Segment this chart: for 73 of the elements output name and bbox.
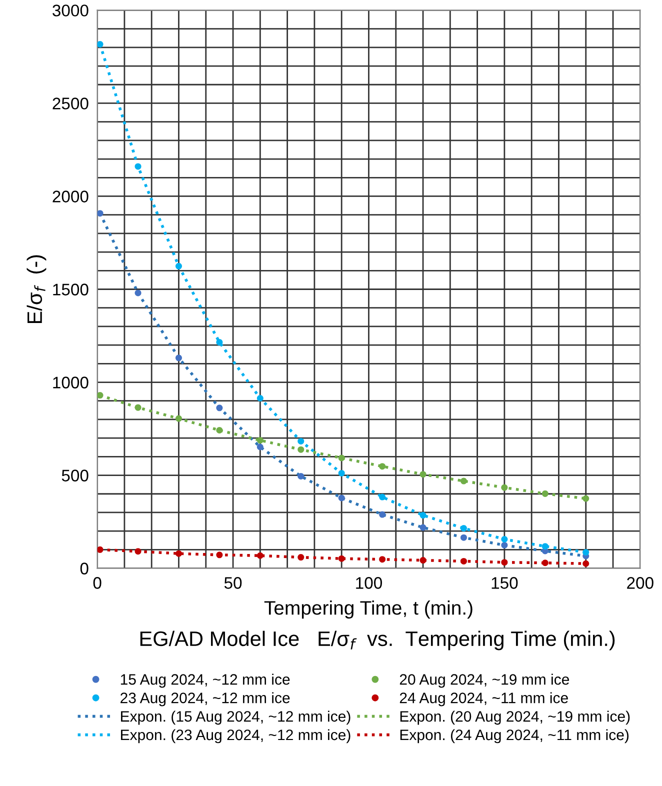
point bbox=[501, 542, 508, 548]
point bbox=[460, 478, 467, 484]
y-tick-label: 500 bbox=[62, 470, 88, 482]
legend-label: 20 Aug 2024, ~19 mm ice bbox=[400, 674, 570, 688]
point bbox=[420, 524, 426, 531]
point bbox=[338, 470, 345, 476]
point bbox=[420, 557, 426, 564]
point bbox=[460, 525, 467, 532]
x-axis-title: Tempering Time, t (min.) bbox=[264, 600, 472, 619]
point bbox=[298, 438, 304, 444]
x-tick-label: 200 bbox=[627, 577, 654, 589]
point bbox=[97, 210, 104, 217]
x-tick-label: 100 bbox=[356, 577, 382, 589]
point bbox=[216, 339, 223, 346]
point bbox=[379, 463, 386, 470]
point bbox=[175, 262, 182, 270]
point bbox=[298, 472, 304, 480]
legend-label: Expon. (23 Aug 2024, ~12 mm ice) bbox=[121, 729, 350, 744]
legend-label: 23 Aug 2024, ~12 mm ice bbox=[120, 692, 290, 706]
point bbox=[379, 511, 386, 518]
point bbox=[501, 484, 508, 491]
y-tick-label: 2500 bbox=[52, 98, 88, 110]
point bbox=[420, 512, 426, 519]
point bbox=[460, 534, 467, 541]
point bbox=[97, 392, 104, 399]
text: EG/AD Model Ice E/σ$_{f}$ vs. Tempering Time (min.) bbox=[140, 630, 615, 650]
point bbox=[338, 454, 345, 462]
point bbox=[379, 494, 386, 500]
point bbox=[298, 554, 304, 561]
point bbox=[582, 495, 590, 502]
legend-label: Expon. (24 Aug 2024, ~11 mm ice) bbox=[400, 729, 629, 744]
point bbox=[542, 560, 548, 566]
y-tick-label: 1500 bbox=[53, 284, 88, 296]
legend-label: 15 Aug 2024, ~12 mm ice bbox=[120, 674, 290, 688]
point bbox=[460, 558, 467, 564]
point bbox=[501, 536, 508, 543]
x-tick-label: 150 bbox=[492, 577, 518, 589]
point bbox=[582, 549, 590, 556]
point bbox=[134, 404, 142, 411]
y-tick-label: 2000 bbox=[52, 190, 88, 202]
point bbox=[298, 446, 304, 453]
x-tick-label: 50 bbox=[224, 577, 242, 589]
point bbox=[134, 163, 142, 170]
y-tick-label: 0 bbox=[80, 562, 88, 574]
legend-label: Expon. (20 Aug 2024, ~19 mm ice) bbox=[400, 710, 630, 725]
point bbox=[542, 543, 548, 550]
point bbox=[256, 444, 264, 450]
legend-label: 24 Aug 2024, ~11 mm ice bbox=[400, 692, 568, 706]
x-tick-label: 0 bbox=[93, 577, 102, 589]
point bbox=[134, 548, 142, 555]
point bbox=[338, 494, 345, 502]
point bbox=[216, 426, 223, 434]
point bbox=[338, 555, 345, 562]
y-tick-label: 1000 bbox=[53, 376, 88, 388]
point bbox=[256, 552, 264, 559]
point bbox=[379, 556, 386, 563]
point bbox=[97, 41, 104, 48]
point bbox=[420, 471, 426, 478]
point bbox=[175, 415, 182, 422]
point bbox=[256, 395, 264, 402]
point bbox=[175, 354, 182, 362]
y-tick-label: 3000 bbox=[52, 4, 88, 16]
point bbox=[501, 559, 508, 566]
point bbox=[175, 550, 182, 557]
point bbox=[256, 437, 264, 444]
y-axis-title: E/σ$_{f}$ (-) bbox=[26, 255, 46, 324]
point bbox=[216, 404, 223, 412]
point bbox=[542, 490, 548, 497]
point bbox=[216, 552, 223, 558]
point bbox=[134, 290, 142, 296]
point bbox=[582, 560, 590, 567]
legend-label: Expon. (15 Aug 2024, ~12 mm ice) bbox=[121, 710, 350, 725]
point bbox=[97, 546, 104, 553]
